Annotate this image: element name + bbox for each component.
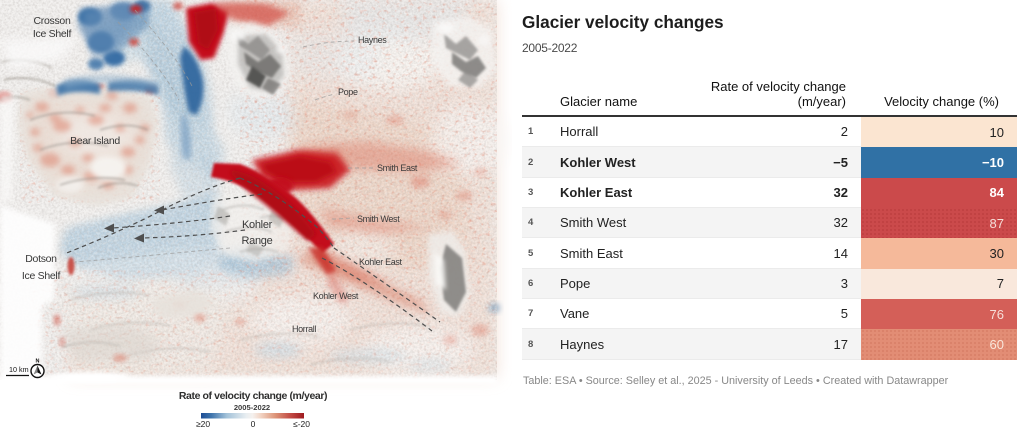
svg-text:Smith West: Smith West xyxy=(357,214,400,224)
svg-text:Smith East: Smith East xyxy=(377,163,418,173)
svg-text:Horrall: Horrall xyxy=(292,324,316,334)
svg-text:Range: Range xyxy=(242,235,273,247)
svg-text:Dotson: Dotson xyxy=(25,253,57,265)
svg-text:N: N xyxy=(36,359,40,365)
svg-text:Rate of velocity change (m/yea: Rate of velocity change (m/year) xyxy=(179,390,327,402)
svg-text:Ice Shelf: Ice Shelf xyxy=(22,270,61,282)
svg-text:≥20: ≥20 xyxy=(196,419,210,429)
svg-text:Kohler West: Kohler West xyxy=(313,291,359,301)
svg-text:0: 0 xyxy=(251,419,256,429)
svg-text:10 km: 10 km xyxy=(9,365,29,374)
svg-text:2005-2022: 2005-2022 xyxy=(234,403,270,412)
svg-text:Kohler East: Kohler East xyxy=(359,257,403,267)
svg-text:≤-20: ≤-20 xyxy=(293,419,310,429)
svg-text:Haynes: Haynes xyxy=(358,35,387,45)
svg-text:Ice Shelf: Ice Shelf xyxy=(33,28,72,40)
svg-text:Kohler: Kohler xyxy=(242,219,273,231)
svg-text:Crosson: Crosson xyxy=(34,15,71,27)
svg-text:Bear Island: Bear Island xyxy=(70,135,120,147)
svg-text:Pope: Pope xyxy=(338,87,358,97)
